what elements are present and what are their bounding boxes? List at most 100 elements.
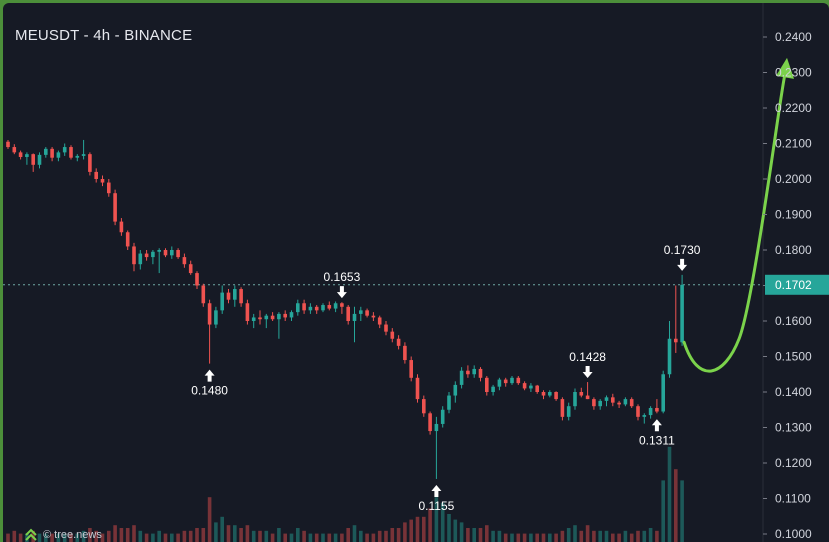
- candle-body: [151, 251, 155, 258]
- candle-body: [163, 250, 168, 256]
- volume-bar: [132, 525, 136, 542]
- candle-body: [94, 171, 98, 179]
- candle-body: [340, 303, 344, 307]
- volume-bar: [377, 530, 382, 542]
- volume-bar: [119, 528, 124, 542]
- annotation-label: 0.1428: [569, 350, 606, 364]
- volume-bar: [18, 533, 23, 542]
- candle-body: [352, 313, 357, 321]
- y-tick-label: 0.1000: [775, 527, 812, 541]
- y-tick-label: 0.1600: [775, 314, 812, 328]
- candle-body: [623, 399, 628, 405]
- candle-body: [548, 392, 552, 396]
- candle-body: [415, 377, 420, 400]
- candle-body: [522, 383, 527, 389]
- volume-bar: [289, 533, 294, 542]
- y-tick-label: 0.2400: [775, 30, 812, 44]
- volume-bar: [88, 528, 92, 542]
- volume-bar: [466, 528, 470, 542]
- candle-body: [396, 338, 401, 346]
- candle-body: [579, 392, 584, 396]
- volume-bar: [201, 528, 206, 542]
- volume-bar: [270, 533, 275, 542]
- volume-bar: [258, 530, 262, 542]
- candle-body: [365, 310, 369, 316]
- candle-body: [604, 397, 609, 401]
- candle-body: [422, 399, 426, 414]
- candle-body: [428, 413, 432, 432]
- chart-frame: 0.1480 0.1653 0.1155 0.1428 0.1311 0.1730 0.24…: [3, 3, 829, 542]
- candle-body: [188, 264, 193, 274]
- candle-body: [384, 324, 388, 332]
- candle-body: [472, 368, 476, 375]
- candle-body: [258, 317, 262, 320]
- volume-bar: [107, 530, 111, 542]
- candle-body: [573, 392, 577, 407]
- candle-body: [182, 257, 187, 265]
- volume-bar: [510, 533, 514, 542]
- y-tick-label: 0.2000: [775, 172, 812, 186]
- candle-body: [667, 338, 672, 375]
- volume-bar: [56, 533, 61, 542]
- candle-body: [62, 147, 67, 153]
- annotation-label: 0.1730: [664, 243, 701, 257]
- volume-bar: [459, 522, 464, 542]
- candle-body: [459, 370, 464, 385]
- candle-body: [75, 155, 80, 158]
- candle-body: [674, 338, 678, 343]
- candle-body: [308, 306, 313, 311]
- watermark: © tree.news: [25, 528, 102, 542]
- volume-bar: [623, 530, 628, 542]
- volume-bar: [579, 530, 584, 542]
- candle-body: [207, 303, 212, 325]
- candle-body: [661, 374, 665, 412]
- candle-body: [113, 193, 117, 222]
- volume-bar: [308, 533, 313, 542]
- volume-bar: [503, 533, 508, 542]
- volume-bar: [239, 528, 243, 542]
- volume-bar: [598, 530, 602, 542]
- volume-bar: [283, 533, 287, 542]
- volume-bar: [207, 497, 212, 542]
- candle-body: [359, 310, 363, 314]
- volume-bar: [44, 533, 48, 542]
- annotation-label: 0.1311: [639, 433, 675, 447]
- candle-body: [453, 384, 458, 396]
- forecast-arrow-head: [776, 57, 794, 79]
- volume-bar: [302, 530, 306, 542]
- annotation-arrow-down: [582, 366, 593, 379]
- volume-bar: [440, 502, 445, 542]
- volume-bar: [655, 530, 659, 542]
- volume-bar: [522, 533, 527, 542]
- volume-bar: [617, 533, 621, 542]
- candle-body: [125, 232, 130, 247]
- volume-bar: [535, 533, 539, 542]
- volume-bar: [516, 533, 521, 542]
- candle-body: [611, 397, 615, 403]
- y-tick-label: 0.2300: [775, 66, 812, 80]
- volume-bar: [636, 530, 640, 542]
- volume-bar: [611, 533, 615, 542]
- volume-bar: [485, 525, 489, 542]
- volume-bar: [264, 530, 269, 542]
- candle-body: [440, 409, 445, 424]
- volume-bar: [453, 519, 458, 542]
- volume-bar: [321, 533, 325, 542]
- volume-bar: [667, 446, 672, 542]
- candle-body: [541, 392, 546, 396]
- price-chart[interactable]: 0.1480 0.1653 0.1155 0.1428 0.1311 0.1730 0.24…: [3, 3, 829, 542]
- annotation-label: 0.1155: [418, 499, 454, 513]
- last-price-label: 0.1702: [775, 278, 812, 292]
- volume-bar: [478, 528, 483, 542]
- candle-body: [314, 306, 319, 311]
- candle-body: [12, 147, 17, 153]
- volume-bar: [12, 530, 17, 542]
- candle-body: [56, 152, 61, 158]
- volume-bar: [428, 508, 432, 542]
- candle-body: [277, 313, 281, 320]
- candle-body: [6, 141, 10, 148]
- volume-bar: [541, 533, 546, 542]
- volume-bar: [163, 533, 168, 542]
- candle-body: [170, 250, 174, 256]
- candle-body: [529, 385, 533, 389]
